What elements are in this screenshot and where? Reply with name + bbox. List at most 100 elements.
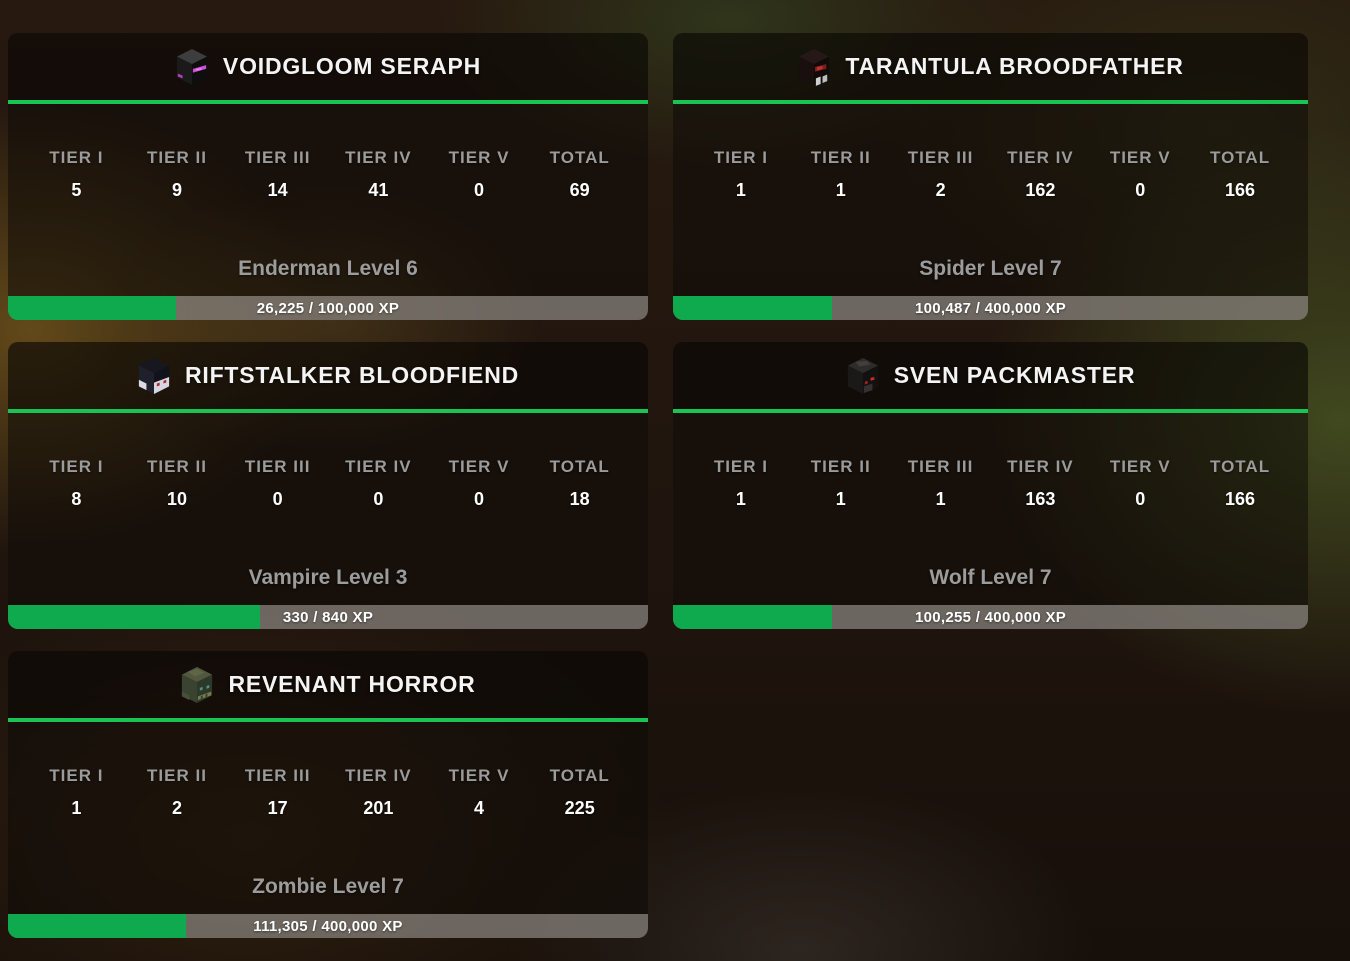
xp-progress-fill [8,605,260,629]
tier-value: 8 [71,489,82,509]
slayer-cards-grid: VOIDGLOOM SERAPH TIER I 5 TIER II 9 TIER III… [8,33,1308,938]
boss-title: TARANTULA BROODFATHER [845,53,1184,79]
tier-value: 0 [373,489,384,509]
tier-label: TOTAL [549,457,610,476]
slayer-card: VOIDGLOOM SERAPH TIER I 5 TIER II 9 TIER III… [8,33,648,320]
tier-stat: TOTAL 166 [1190,457,1290,510]
tier-value: 10 [166,489,188,509]
slayer-card: REVENANT HORROR TIER I 1 TIER II 2 TIER III 1… [8,651,648,938]
tier-stat: TIER II 1 [791,457,891,510]
boss-title: RIFTSTALKER BLOODFIEND [184,362,520,388]
tier-stat: TIER II 10 [127,457,228,510]
boss-title: VOIDGLOOM SERAPH [222,53,482,79]
tier-label: TIER IV [1007,148,1074,167]
tier-stat: TIER V 0 [1090,457,1190,510]
xp-progress-bar: 100,487 / 400,000 XP [673,296,1308,320]
tier-label: TIER I [713,148,768,167]
tier-stat: TIER IV 162 [990,148,1090,201]
tier-stats-row: TIER I 1 TIER II 1 TIER III 2 TIER IV 162 TIER V… [673,148,1308,201]
enderman-head-icon [175,48,209,86]
tier-label: TIER II [810,457,871,476]
xp-progress-bar: 26,225 / 100,000 XP [8,296,648,320]
tier-stat: TIER IV 201 [328,766,429,819]
tier-value: 166 [1225,489,1256,509]
vampire-head-icon [137,357,171,395]
tier-value: 1 [835,489,846,509]
xp-progress-label: 100,255 / 400,000 XP [914,608,1067,626]
tier-stat: TIER II 1 [791,148,891,201]
tier-value: 1 [735,489,746,509]
tier-stat: TIER III 2 [891,148,991,201]
tier-label: TIER II [810,148,871,167]
tier-stat: TOTAL 225 [529,766,630,819]
level-label: Zombie Level 7 [252,875,404,898]
tier-value: 0 [474,180,485,200]
tier-label: TIER I [49,766,104,785]
tier-label: TIER V [1109,148,1171,167]
tier-label: TIER I [713,457,768,476]
tier-stat: TIER V 4 [429,766,530,819]
tier-stat: TIER IV 41 [328,148,429,201]
slayer-card: RIFTSTALKER BLOODFIEND TIER I 8 TIER II 10 T… [8,342,648,629]
tier-value: 0 [474,489,485,509]
tier-stat: TOTAL 18 [529,457,630,510]
xp-progress-bar: 111,305 / 400,000 XP [8,914,648,938]
tier-stat: TIER III 14 [227,148,328,201]
tier-stat: TIER I 8 [26,457,127,510]
wolf-head-icon [846,357,880,395]
tier-label: TIER I [49,457,104,476]
header-divider [673,409,1308,413]
tier-value: 2 [935,180,946,200]
boss-title: SVEN PACKMASTER [893,362,1136,388]
tier-stat: TIER III 17 [227,766,328,819]
tier-label: TIER III [907,457,974,476]
tier-stat: TIER II 2 [127,766,228,819]
slayer-card: TARANTULA BROODFATHER TIER I 1 TIER II 1 TIE… [673,33,1308,320]
tier-label: TIER III [244,457,311,476]
xp-progress-bar: 100,255 / 400,000 XP [673,605,1308,629]
header-divider [8,409,648,413]
tier-stats-row: TIER I 1 TIER II 1 TIER III 1 TIER IV 163 TIER V… [673,457,1308,510]
tier-label: TIER II [147,457,207,476]
tier-stat: TIER V 0 [1090,148,1190,201]
tier-stat: TIER IV 0 [328,457,429,510]
card-header: RIFTSTALKER BLOODFIEND [8,342,648,409]
tier-stat: TIER IV 163 [990,457,1090,510]
xp-progress-label: 330 / 840 XP [282,608,374,626]
tier-value: 1 [71,798,82,818]
tier-stat: TIER I 1 [691,148,791,201]
tier-label: TIER III [244,148,311,167]
tier-label: TOTAL [549,148,610,167]
tier-value: 18 [569,489,590,509]
tier-value: 1 [835,180,846,200]
tier-stat: TIER III 1 [891,457,991,510]
header-divider [673,100,1308,104]
tier-stat: TIER V 0 [429,457,530,510]
tier-label: TIER IV [345,766,412,785]
card-header: REVENANT HORROR [8,651,648,718]
tier-label: TIER II [147,148,207,167]
tier-value: 166 [1225,180,1256,200]
level-label: Wolf Level 7 [929,566,1052,589]
level-label: Vampire Level 3 [248,566,408,589]
tier-value: 14 [267,180,288,200]
tier-value: 225 [564,798,595,818]
level-label: Spider Level 7 [919,257,1062,280]
tier-label: TIER IV [345,148,412,167]
tier-label: TOTAL [549,766,610,785]
tier-label: TIER V [1109,457,1171,476]
tier-stats-row: TIER I 1 TIER II 2 TIER III 17 TIER IV 201 TIER … [8,766,648,819]
xp-progress-fill [673,296,833,320]
xp-progress-fill [673,605,833,629]
tier-label: TIER V [448,457,510,476]
tier-value: 2 [172,798,183,818]
header-divider [8,718,648,722]
tier-label: TIER IV [1007,457,1074,476]
tier-stat: TIER II 9 [127,148,228,201]
tier-label: TIER III [244,766,311,785]
level-label: Enderman Level 6 [238,257,418,280]
tier-stats-row: TIER I 8 TIER II 10 TIER III 0 TIER IV 0 TIER V 0… [8,457,648,510]
tier-stat: TIER I 1 [691,457,791,510]
tier-value: 201 [363,798,394,818]
xp-progress-label: 111,305 / 400,000 XP [253,917,403,935]
